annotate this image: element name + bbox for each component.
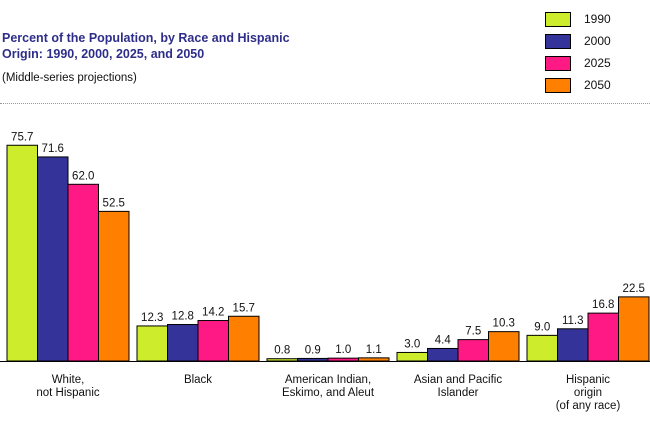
chart-title: Percent of the Population, by Race and H… [2,31,290,61]
chart-subtitle: (Middle-series projections) [2,72,137,84]
bar-value-label: 62.0 [72,170,94,182]
bar-1990 [526,334,558,362]
bar-2050 [488,331,520,362]
bar-2025 [67,183,99,362]
bar-value-label: 10.3 [493,318,515,330]
bar-2050 [98,210,130,362]
bar-1990 [136,325,168,362]
bar-2000 [167,324,199,362]
bar-value-label: 3.0 [404,338,420,350]
legend-item: 2025 [545,52,611,74]
bar-value-label: 11.3 [562,315,584,327]
bar-value-label: 71.6 [42,143,64,155]
legend-label: 2025 [584,56,611,70]
legend: 1990 2000 2025 2050 [545,8,611,96]
bar-1990 [266,358,298,362]
bar-value-label: 12.8 [172,311,194,323]
bar-2025 [457,339,489,362]
legend-label: 2000 [584,34,611,48]
bar-value-label: 7.5 [465,326,481,338]
bar-value-label: 16.8 [592,299,614,311]
legend-swatch-2000 [545,33,571,49]
header-divider [0,103,650,104]
bar-2050 [228,315,260,362]
legend-label: 1990 [584,12,611,26]
category-label: Black [184,374,212,386]
bar-value-label: 12.3 [141,312,163,324]
legend-swatch-2050 [545,77,571,93]
bar-2000 [37,156,69,362]
bar-2000 [557,328,589,362]
bar-1990 [6,144,38,362]
legend-swatch-1990 [545,11,571,27]
bar-2000 [427,347,459,362]
bar-value-label: 0.9 [305,344,321,356]
bar-value-label: 0.8 [274,345,290,357]
category-label: American Indian, Eskimo, and Aleut [282,374,375,399]
bar-value-label: 1.0 [335,344,351,356]
category-label: White, not Hispanic [36,374,100,399]
bar-value-label: 15.7 [233,302,255,314]
bar-value-label: 1.1 [366,344,382,356]
bar-value-label: 9.0 [534,321,550,333]
category-label: Hispanic origin (of any race) [556,374,621,412]
bar-value-label: 22.5 [623,283,645,295]
bar-value-label: 75.7 [11,131,33,143]
category-label: Asian and Pacific Islander [414,374,502,399]
bar-value-label: 52.5 [103,197,125,209]
bar-value-label: 4.4 [435,334,452,346]
legend-label: 2050 [584,78,611,92]
legend-item: 1990 [545,8,611,30]
bar-2025 [587,312,619,362]
bar-2025 [327,357,359,362]
bar-value-label: 14.2 [202,307,224,319]
bar-2025 [197,320,229,362]
bar-2050 [618,296,650,362]
legend-item: 2050 [545,74,611,96]
legend-item: 2000 [545,30,611,52]
bar-2000 [297,357,329,362]
bar-2050 [358,357,390,362]
legend-swatch-2025 [545,55,571,71]
bar-1990 [396,351,428,362]
